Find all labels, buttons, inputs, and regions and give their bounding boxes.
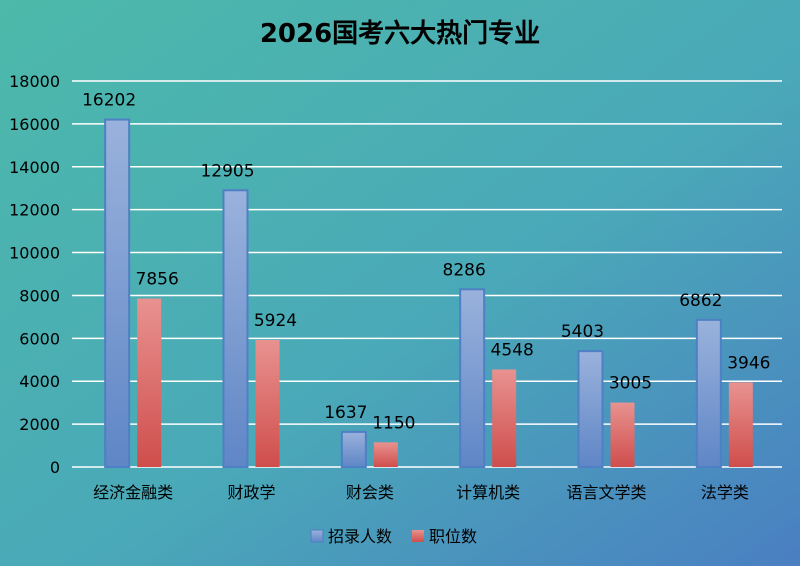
y-tick-label: 12000 [9,201,60,220]
bar-recruits [222,189,249,469]
x-tick-label: 法学类 [701,483,749,502]
legend-label: 招录人数 [328,527,392,546]
data-label: 6862 [679,291,722,311]
bar-positions [610,402,635,467]
data-label: 3005 [609,374,652,394]
x-tick-label: 经济金融类 [93,483,173,502]
x-tick-label: 财政学 [227,483,275,502]
bar-positions [373,442,398,467]
x-tick-label: 财会类 [346,483,394,502]
y-tick-label: 4000 [19,372,60,391]
y-tick-label: 18000 [9,72,60,91]
bar-positions [137,298,162,467]
y-tick-label: 14000 [9,158,60,177]
data-label: 12905 [200,161,254,181]
bar-positions [255,339,280,467]
data-label: 1637 [324,403,367,423]
data-label: 4548 [491,340,534,360]
data-label: 5924 [254,311,297,331]
bar-recruits [104,118,131,469]
data-label: 3946 [727,353,770,373]
data-label: 7856 [136,270,179,290]
y-tick-label: 0 [50,458,60,477]
data-label: 1150 [372,413,415,433]
bar-positions [728,382,753,467]
legend-label: 职位数 [429,527,477,546]
y-tick-label: 2000 [19,415,60,434]
bar-positions [492,369,517,467]
bar-recruits [340,430,367,469]
x-tick-label: 语言文学类 [566,483,646,502]
data-label: 16202 [82,91,136,111]
y-tick-label: 8000 [19,286,60,305]
legend-swatch [412,530,424,542]
bar-recruits [459,288,486,468]
data-label: 8286 [443,260,486,280]
bar-recruits [577,350,604,469]
legend-swatch [310,529,324,543]
x-tick-label: 计算机类 [456,483,520,502]
bar-recruits [695,318,722,469]
y-tick-label: 10000 [9,244,60,263]
y-tick-label: 16000 [9,115,60,134]
y-tick-label: 6000 [19,329,60,348]
chart-title: 2026国考六大热门专业 [260,19,540,49]
data-label: 5403 [561,322,604,342]
legend: 招录人数 职位数 [310,527,477,546]
